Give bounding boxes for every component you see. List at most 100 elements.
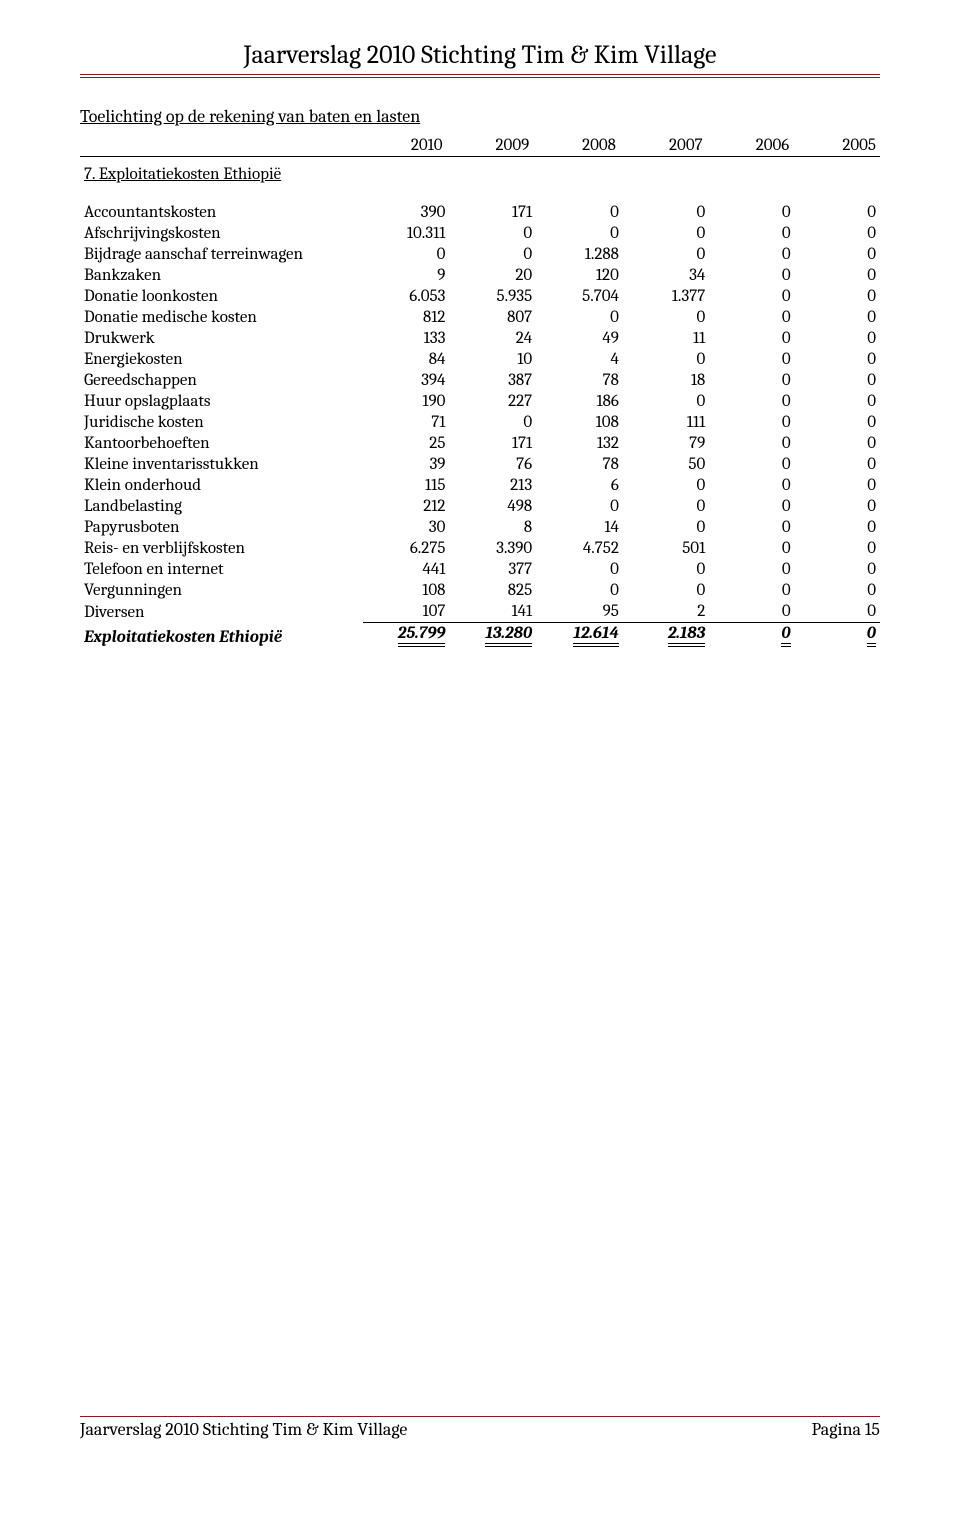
row-value: 24: [449, 328, 536, 349]
row-label: Reis- en verblijfskosten: [80, 538, 363, 559]
table-row: Huur opslagplaats190227186000: [80, 391, 880, 412]
row-value: 34: [623, 265, 709, 286]
row-label: Vergunningen: [80, 580, 363, 601]
row-label: Donatie medische kosten: [80, 307, 363, 328]
row-value: 2: [623, 601, 709, 623]
year-col: 2008: [533, 135, 620, 157]
row-value: 0: [795, 496, 880, 517]
row-value: 377: [449, 559, 536, 580]
row-value: 0: [449, 244, 536, 265]
row-value: 95: [536, 601, 623, 623]
row-value: 108: [363, 580, 450, 601]
row-value: 0: [623, 580, 709, 601]
data-rows-table: Accountantskosten3901710000Afschrijvings…: [80, 202, 880, 648]
table-row: Afschrijvingskosten10.31100000: [80, 223, 880, 244]
page-footer: Jaarverslag 2010 Stichting Tim & Kim Vil…: [80, 1416, 880, 1440]
table-row: Landbelasting2124980000: [80, 496, 880, 517]
row-value: 5.704: [536, 286, 623, 307]
row-value: 387: [449, 370, 536, 391]
row-value: 186: [536, 391, 623, 412]
table-row: Juridische kosten71010811100: [80, 412, 880, 433]
row-value: 0: [795, 202, 880, 223]
subsection-title: 7. Exploitatiekosten Ethiopië: [80, 157, 880, 203]
table-row: Energiekosten84104000: [80, 349, 880, 370]
row-value: 394: [363, 370, 450, 391]
row-value: 0: [795, 244, 880, 265]
row-label: Accountantskosten: [80, 202, 363, 223]
total-value: 25.799: [363, 623, 450, 649]
row-value: 11: [623, 328, 709, 349]
row-value: 0: [536, 580, 623, 601]
row-value: 0: [795, 559, 880, 580]
header-rule: [80, 74, 880, 78]
row-label: Drukwerk: [80, 328, 363, 349]
row-value: 0: [709, 496, 794, 517]
row-value: 0: [709, 538, 794, 559]
total-row: Exploitatiekosten Ethiopië25.79913.28012…: [80, 623, 880, 649]
row-value: 18: [623, 370, 709, 391]
row-value: 79: [623, 433, 709, 454]
row-value: 0: [795, 286, 880, 307]
row-value: 10.311: [363, 223, 450, 244]
row-value: 0: [536, 223, 623, 244]
row-value: 0: [709, 391, 794, 412]
row-value: 0: [709, 286, 794, 307]
row-value: 0: [449, 412, 536, 433]
year-col: 2005: [793, 135, 880, 157]
row-label: Papyrusboten: [80, 517, 363, 538]
subsection-row: 7. Exploitatiekosten Ethiopië: [80, 157, 880, 203]
row-value: 0: [623, 475, 709, 496]
row-value: 25: [363, 433, 450, 454]
row-value: 0: [449, 223, 536, 244]
table-row: Klein onderhoud1152136000: [80, 475, 880, 496]
row-value: 0: [795, 580, 880, 601]
total-value: 12.614: [536, 623, 623, 649]
row-value: 1.288: [536, 244, 623, 265]
row-value: 498: [449, 496, 536, 517]
total-value: 2.183: [623, 623, 709, 649]
row-value: 132: [536, 433, 623, 454]
row-value: 84: [363, 349, 450, 370]
row-label: Telefoon en internet: [80, 559, 363, 580]
row-value: 812: [363, 307, 450, 328]
row-label: Kantoorbehoeften: [80, 433, 363, 454]
row-label: Donatie loonkosten: [80, 286, 363, 307]
row-value: 171: [449, 202, 536, 223]
row-value: 825: [449, 580, 536, 601]
row-value: 1.377: [623, 286, 709, 307]
table-row: Drukwerk13324491100: [80, 328, 880, 349]
table-row: Accountantskosten3901710000: [80, 202, 880, 223]
row-value: 39: [363, 454, 450, 475]
row-label: Klein onderhoud: [80, 475, 363, 496]
row-value: 227: [449, 391, 536, 412]
row-value: 0: [363, 244, 450, 265]
row-value: 0: [709, 223, 794, 244]
row-value: 0: [709, 454, 794, 475]
row-label: Afschrijvingskosten: [80, 223, 363, 244]
row-value: 0: [709, 265, 794, 286]
table-row: Bijdrage aanschaf terreinwagen001.288000: [80, 244, 880, 265]
row-label: Huur opslagplaats: [80, 391, 363, 412]
empty-cell: [80, 135, 360, 157]
row-value: 0: [623, 496, 709, 517]
row-value: 0: [709, 349, 794, 370]
row-value: 213: [449, 475, 536, 496]
row-value: 6.053: [363, 286, 450, 307]
row-value: 78: [536, 454, 623, 475]
row-value: 0: [536, 202, 623, 223]
row-value: 133: [363, 328, 450, 349]
row-value: 0: [795, 370, 880, 391]
total-value: 13.280: [449, 623, 536, 649]
row-value: 71: [363, 412, 450, 433]
row-value: 4: [536, 349, 623, 370]
row-value: 0: [709, 244, 794, 265]
row-value: 0: [709, 559, 794, 580]
page-header-title: Jaarverslag 2010 Stichting Tim & Kim Vil…: [80, 40, 880, 70]
document-page: Jaarverslag 2010 Stichting Tim & Kim Vil…: [0, 0, 960, 1470]
row-value: 0: [795, 223, 880, 244]
footer-line: Jaarverslag 2010 Stichting Tim & Kim Vil…: [80, 1419, 880, 1440]
table-row: Papyrusboten30814000: [80, 517, 880, 538]
row-value: 4.752: [536, 538, 623, 559]
row-value: 8: [449, 517, 536, 538]
row-value: 0: [536, 496, 623, 517]
